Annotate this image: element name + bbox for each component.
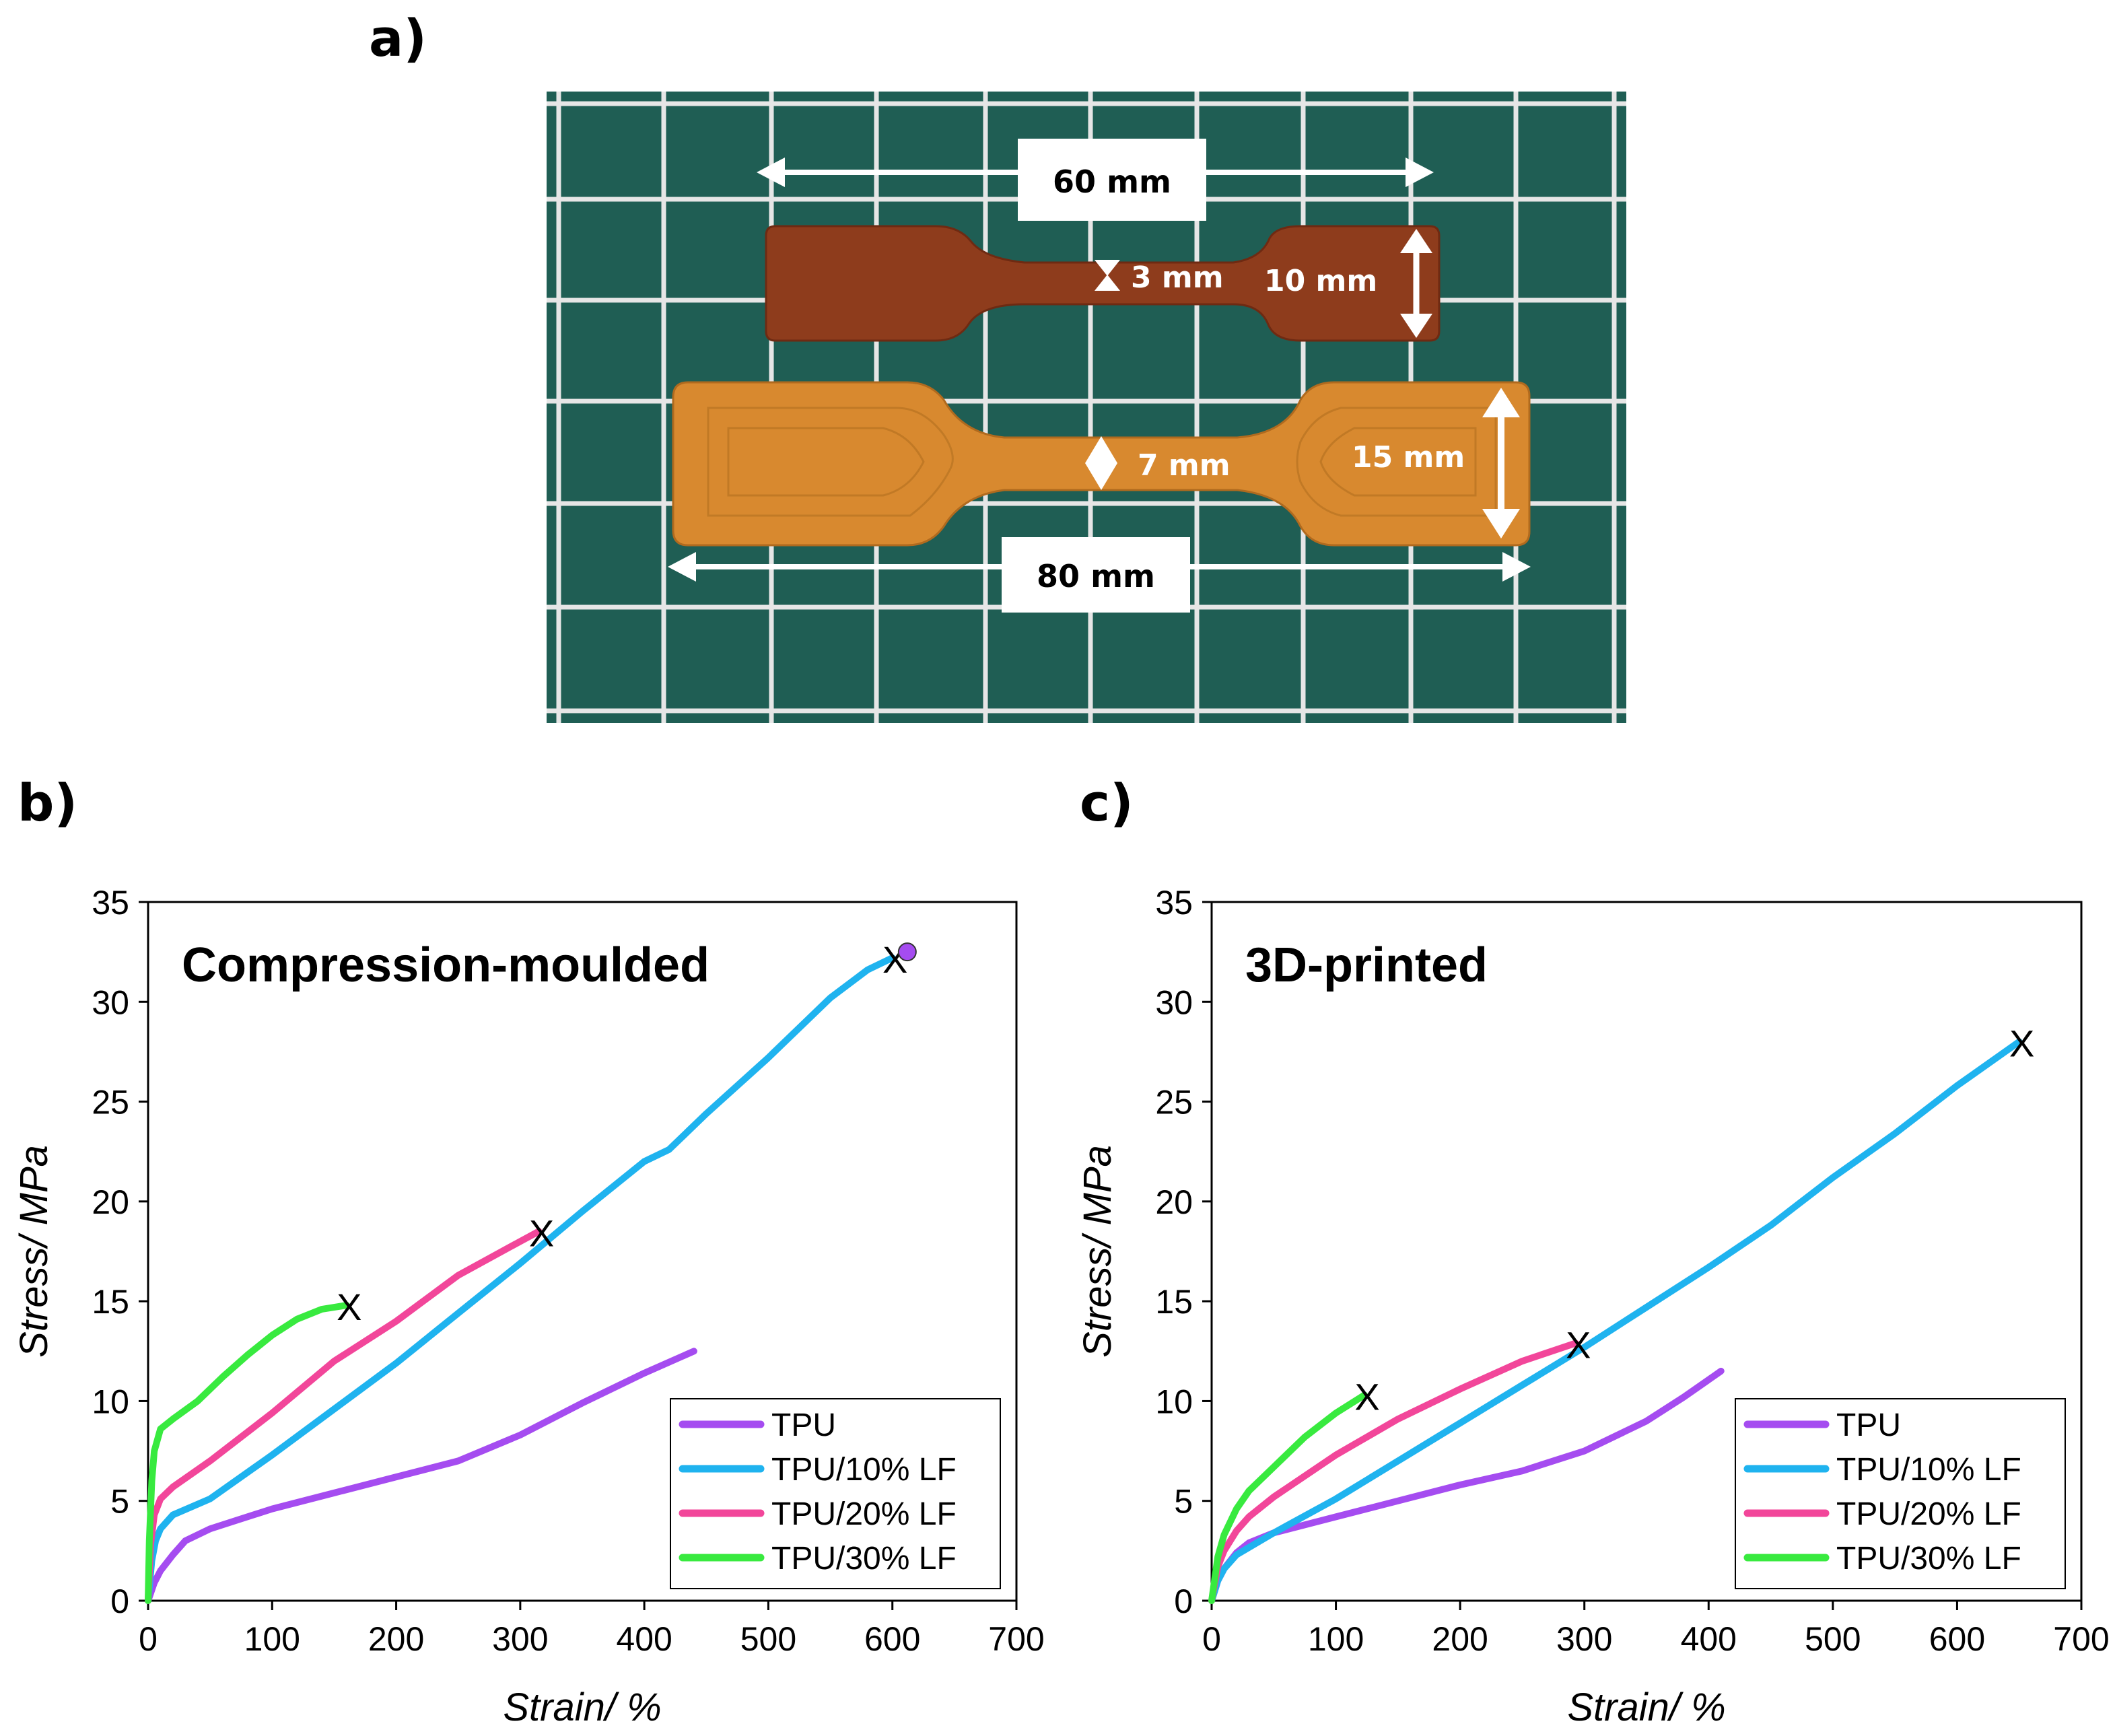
- series-line-tpu-20-lf: [1208, 1340, 1579, 1604]
- y-tick-label: 15: [92, 1283, 129, 1321]
- y-axis-label: Stress/ MPa: [12, 1145, 56, 1358]
- chart-compression-moulded: 0 100 200 300 400 500 600 700 0 5 10 15 20 25 30 35 Stra…: [12, 884, 1045, 1729]
- legend-label: TPU: [771, 1408, 836, 1443]
- y-tick-label: 10: [92, 1383, 129, 1420]
- plot-frame: [147, 901, 1018, 1602]
- dimension-3mm-label: 3 mm: [1131, 261, 1224, 295]
- x-tick-label: 300: [1556, 1620, 1612, 1658]
- failure-marker: X: [337, 1286, 361, 1328]
- legend-label: TPU/20% LF: [1836, 1496, 2021, 1532]
- x-tick-label: 400: [616, 1620, 672, 1658]
- y-axis-label: Stress/ MPa: [1076, 1145, 1119, 1358]
- dimension-80mm: 80 mm: [668, 537, 1531, 613]
- x-tick-label: 400: [1681, 1620, 1737, 1658]
- x-tick-label: 0: [139, 1620, 158, 1658]
- plot-frame: [1210, 901, 2083, 1602]
- legend-label: TPU/10% LF: [1836, 1452, 2021, 1488]
- dimension-80mm-label: 80 mm: [1037, 558, 1155, 594]
- x-tick-label: 500: [740, 1620, 796, 1658]
- x-axis-label: Strain/ %: [503, 1686, 661, 1729]
- x-tick-label: 200: [1432, 1620, 1488, 1658]
- x-tick-label: 100: [244, 1620, 300, 1658]
- legend-label: TPU/30% LF: [771, 1541, 957, 1576]
- dimension-60mm: 60 mm: [757, 139, 1434, 221]
- legend-label: TPU: [1836, 1408, 1901, 1443]
- series-line-tpu-20-lf: [145, 1228, 543, 1604]
- y-tick-label: 20: [92, 1183, 129, 1221]
- large-specimen-infill: [707, 407, 1497, 517]
- x-tick-label: 300: [492, 1620, 548, 1658]
- x-tick-label: 600: [1929, 1620, 1985, 1658]
- y-tick-label: 35: [92, 884, 129, 922]
- chart-title: 3D-printed: [1245, 938, 1488, 992]
- point-marker: [897, 942, 917, 962]
- y-tick-label: 5: [1174, 1483, 1193, 1521]
- y-tick-label: 25: [92, 1084, 129, 1121]
- legend-label: TPU/20% LF: [771, 1496, 957, 1532]
- dimension-10mm: 10 mm: [1264, 229, 1432, 338]
- failure-marker: X: [529, 1212, 554, 1254]
- x-tick-label: 100: [1308, 1620, 1364, 1658]
- legend-label: TPU/10% LF: [771, 1452, 957, 1488]
- failure-marker: X: [1354, 1376, 1379, 1418]
- dimension-7mm: 7 mm: [1085, 436, 1230, 490]
- legend-label: TPU/30% LF: [1836, 1541, 2021, 1576]
- chart-3d-printed: 0 100 200 300 400 500 600 700 0 5 10 15 20 25 30 35 Stra…: [1076, 884, 2110, 1729]
- dimension-60mm-label: 60 mm: [1053, 164, 1171, 200]
- y-tick-label: 20: [1155, 1183, 1193, 1221]
- y-tick-label: 10: [1155, 1383, 1193, 1420]
- x-tick-label: 600: [864, 1620, 920, 1658]
- series-line-tpu-10-lf: [1208, 1038, 2023, 1604]
- dimension-10mm-label: 10 mm: [1264, 264, 1377, 298]
- x-tick-label: 500: [1805, 1620, 1861, 1658]
- x-tick-label: 700: [988, 1620, 1044, 1658]
- y-tick-label: 30: [92, 983, 129, 1021]
- y-tick-label: 35: [1155, 884, 1193, 922]
- y-tick-label: 5: [110, 1483, 129, 1521]
- x-axis-label: Strain/ %: [1567, 1686, 1725, 1729]
- dimension-7mm-label: 7 mm: [1138, 448, 1230, 483]
- panel-b-label: b): [18, 773, 78, 833]
- y-tick-label: 25: [1155, 1084, 1193, 1121]
- x-tick-label: 200: [368, 1620, 424, 1658]
- series-line-tpu-30-lf: [145, 1302, 350, 1604]
- specimen-photo: 60 mm 3 mm 10 mm 7 mm 15 mm 80 mm: [547, 92, 1626, 723]
- series-line-tpu-10-lf: [145, 954, 896, 1604]
- y-tick-label: 0: [1174, 1583, 1193, 1620]
- failure-marker: X: [2009, 1022, 2034, 1065]
- dimension-15mm: 15 mm: [1352, 388, 1520, 539]
- series-line-tpu-30-lf: [1208, 1391, 1368, 1604]
- panel-c-label: c): [1080, 773, 1134, 833]
- panel-a-label: a): [369, 8, 427, 68]
- y-tick-label: 15: [1155, 1283, 1193, 1321]
- x-tick-label: 700: [2053, 1620, 2109, 1658]
- x-tick-label: 0: [1202, 1620, 1221, 1658]
- chart-title: Compression-moulded: [182, 938, 709, 992]
- y-tick-label: 30: [1155, 983, 1193, 1021]
- dimension-15mm-label: 15 mm: [1352, 440, 1465, 475]
- failure-marker: X: [1566, 1323, 1591, 1366]
- dimension-3mm: 3 mm: [1095, 260, 1224, 295]
- y-tick-label: 0: [110, 1583, 129, 1620]
- series-line-tpu: [145, 1348, 697, 1604]
